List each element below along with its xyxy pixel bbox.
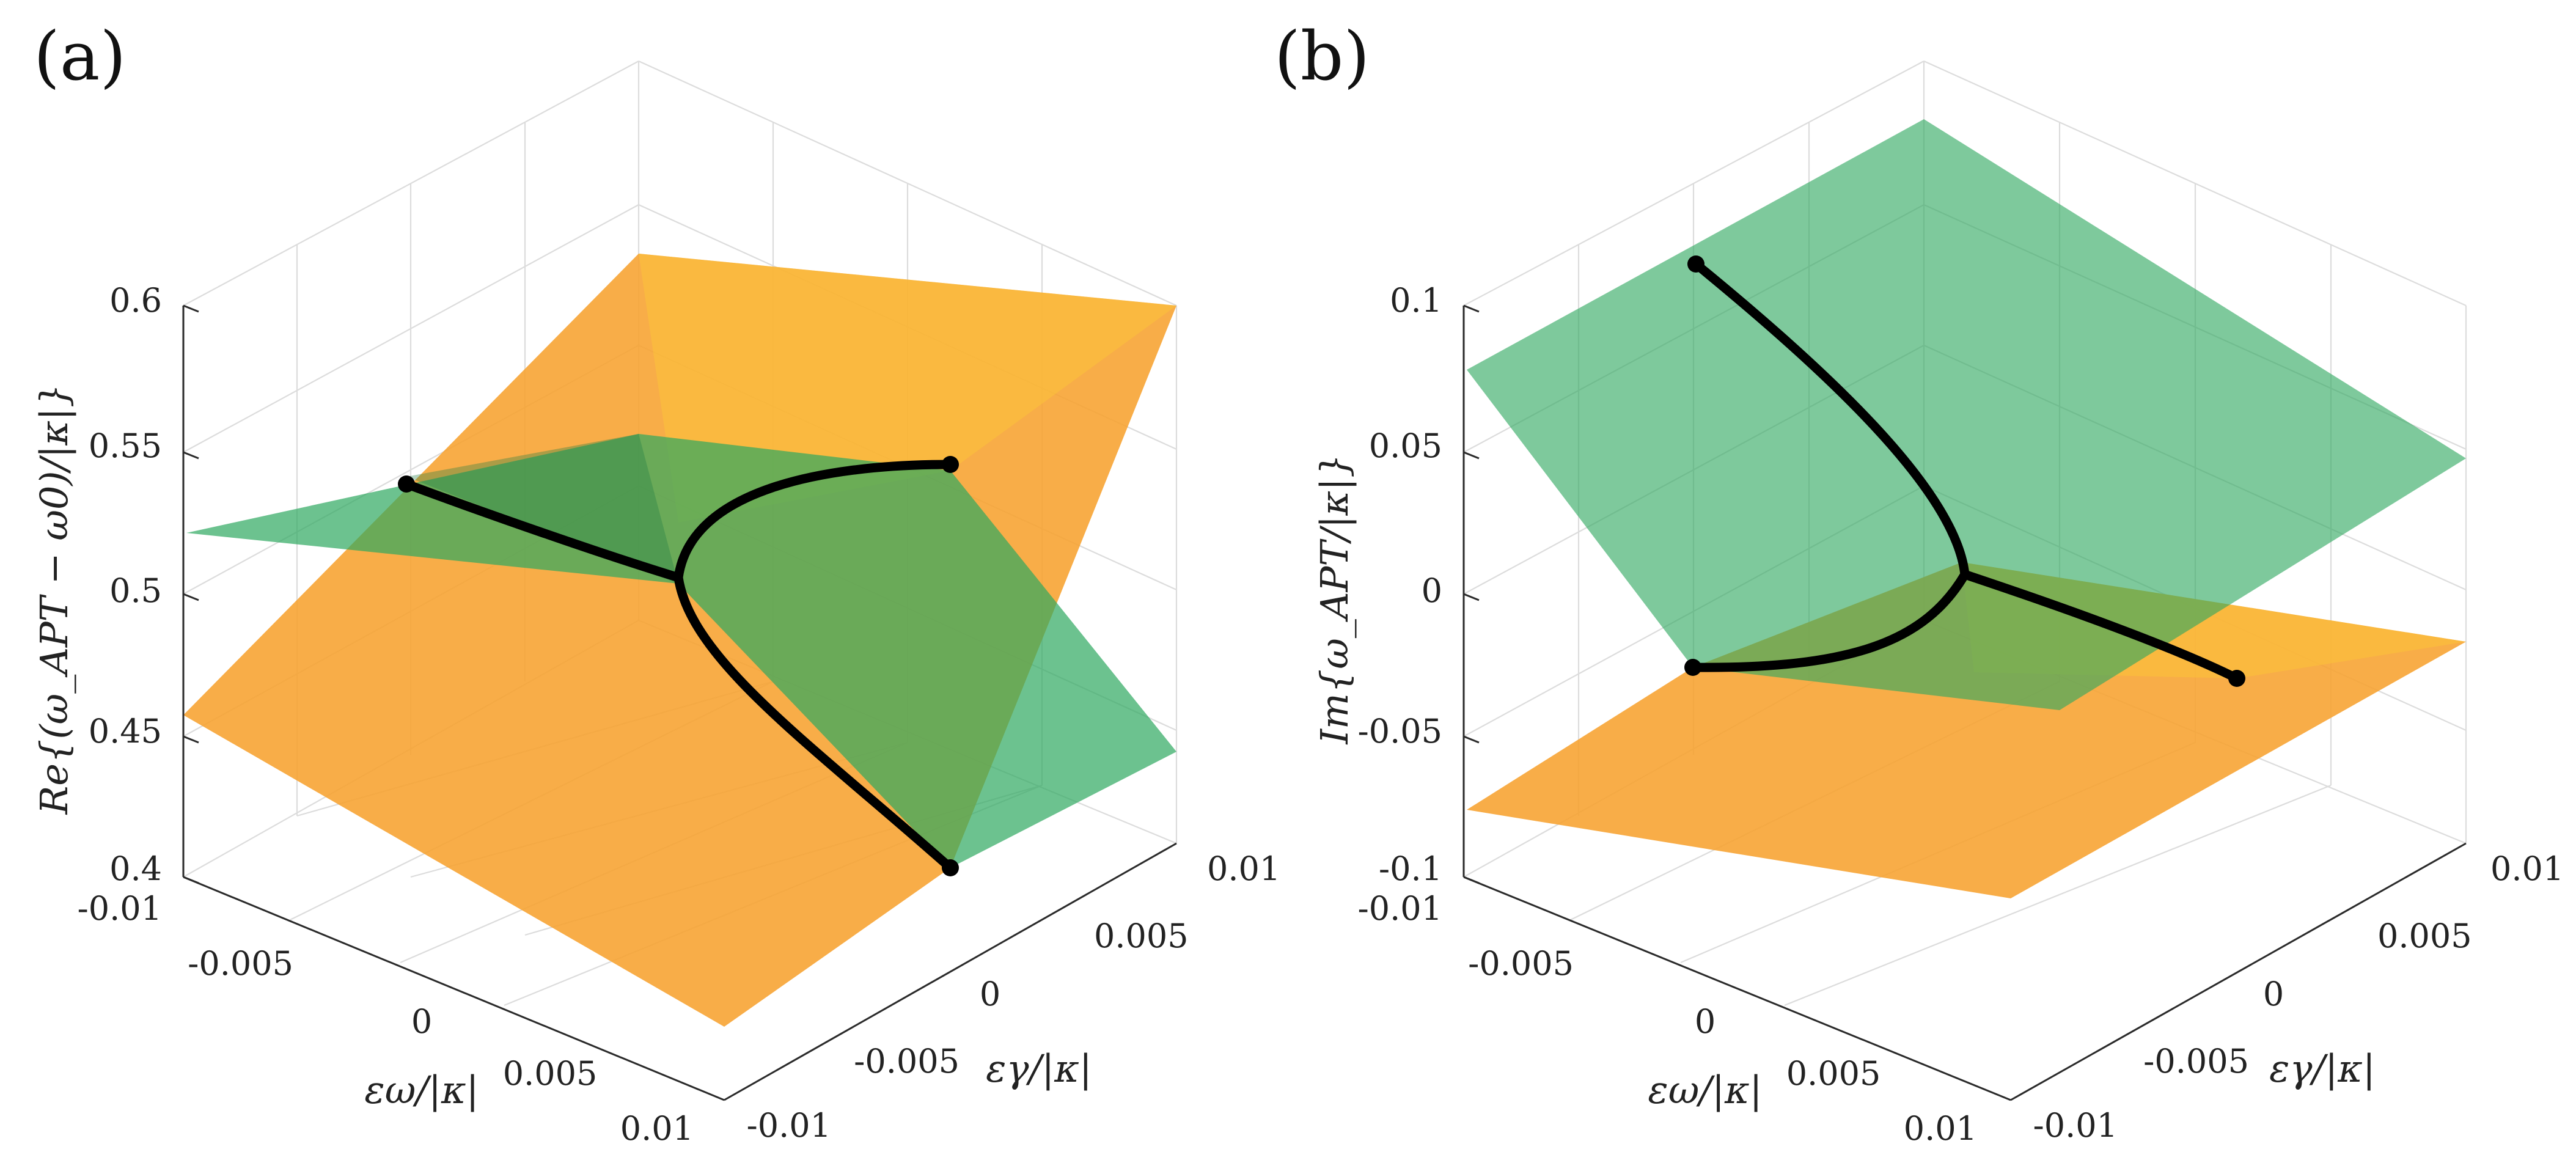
panel-b-xlabel: εω/|κ| <box>1648 1068 1762 1112</box>
panel-a: (a) 0.6 0.55 0.5 0.45 0.4 -0.01 -0.005 0… <box>32 17 1280 1148</box>
panel-b-ytick: -0.01 <box>2033 1106 2118 1145</box>
panel-a-ytick: -0.005 <box>854 1042 960 1080</box>
panel-a-ep-curve <box>398 456 959 876</box>
panel-a-ytick: 0 <box>980 975 1000 1013</box>
panel-a-ztick: 0.6 <box>109 281 162 320</box>
panel-a-zlabel: Re{(ω_APT − ω0)/|κ|} <box>32 384 76 815</box>
panel-a-ytick: 0.005 <box>1094 917 1189 955</box>
panel-a-green-surface <box>186 434 1176 868</box>
panel-b-ytick: 0 <box>2263 975 2284 1013</box>
panel-a-ytick: -0.01 <box>747 1106 831 1145</box>
panel-a-surfaces <box>183 254 1176 1027</box>
panel-b-xtick: 0 <box>1695 1002 1715 1041</box>
panel-b-ztick: -0.05 <box>1358 712 1442 750</box>
panel-b-ep-curve <box>1684 255 2245 687</box>
panel-a-xtick: -0.01 <box>78 889 162 928</box>
panel-a-ztick: 0.5 <box>109 571 162 610</box>
panel-a-xlabel: εω/|κ| <box>364 1068 479 1112</box>
panel-b-green-surface <box>1467 119 2466 710</box>
panel-b: (b) 0.1 0.05 0 -0.05 -0.1 -0.01 -0.005 0… <box>1274 17 2564 1148</box>
panel-b-ytick: 0.01 <box>2490 849 2564 888</box>
panel-a-xtick: -0.005 <box>188 944 293 983</box>
panel-b-xtick: 0.005 <box>1786 1054 1881 1093</box>
panel-b-ylabel: εγ/|κ| <box>2269 1046 2376 1091</box>
panel-a-ztick: 0.45 <box>89 712 162 750</box>
panel-a-label: (a) <box>34 17 126 95</box>
panel-b-ztick: 0 <box>1422 571 1442 610</box>
panel-b-ztick: 0.1 <box>1390 281 1442 320</box>
panel-a-xtick: 0.005 <box>503 1054 598 1093</box>
panel-b-xtick: 0.01 <box>1904 1109 1977 1148</box>
panel-b-surfaces <box>1467 119 2466 898</box>
panel-b-ticks <box>1463 304 1480 884</box>
panel-b-zlabel: Im{ω_APT/|κ|} <box>1312 454 1357 745</box>
panel-b-ytick: 0.005 <box>2377 917 2472 955</box>
panel-b-label: (b) <box>1274 17 1370 95</box>
panel-a-ytick: 0.01 <box>1207 849 1280 888</box>
panel-b-ztick: 0.05 <box>1369 427 1442 465</box>
panel-a-ticks <box>183 304 199 884</box>
panel-a-ztick: 0.55 <box>89 427 162 465</box>
panel-b-xtick: -0.005 <box>1468 944 1574 983</box>
panel-b-ytick: -0.005 <box>2143 1042 2249 1080</box>
panel-b-xtick: -0.01 <box>1358 889 1442 928</box>
panel-a-xtick: 0.01 <box>620 1109 694 1148</box>
panel-a-xtick: 0 <box>411 1002 432 1041</box>
panel-b-ztick: -0.1 <box>1379 849 1442 888</box>
panel-a-green-shadow <box>406 434 678 584</box>
panel-b-frame <box>1462 306 2467 1101</box>
panel-a-ylabel: εγ/|κ| <box>986 1046 1092 1091</box>
panel-a-frame <box>182 306 1177 1101</box>
panel-a-ztick: 0.4 <box>109 849 162 888</box>
